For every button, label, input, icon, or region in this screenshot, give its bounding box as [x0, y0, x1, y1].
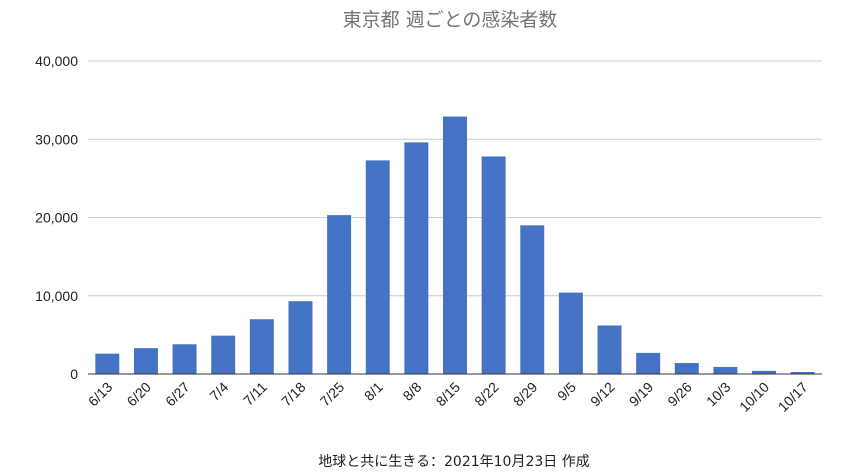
x-tick-label: 7/11: [240, 379, 270, 409]
x-tick-label: 9/12: [587, 379, 618, 410]
x-tick-label: 9/26: [664, 379, 695, 410]
x-axis-ticks: 6/13 6/20 6/27 7/4 7/11 7/18 7/25 8/1 8/8 8/15 8/2…: [85, 379, 811, 415]
x-tick-label: 9/19: [626, 379, 657, 410]
x-tick-label: 6/27: [162, 379, 193, 410]
y-tick-label: 10,000: [35, 288, 78, 304]
chart-title: 東京都 週ごとの感染者数: [343, 9, 558, 31]
x-tick-label: 8/29: [510, 379, 541, 410]
x-tick-label: 6/20: [123, 379, 154, 410]
x-tick-label: 9/5: [554, 379, 579, 404]
bar: [674, 363, 699, 374]
bar: [211, 335, 236, 374]
y-tick-label: 0: [70, 366, 78, 382]
bar: [558, 292, 583, 374]
x-tick-label: 8/22: [471, 379, 502, 410]
bar: [443, 116, 467, 375]
bar: [752, 370, 777, 374]
x-tick-label: 7/4: [206, 379, 231, 404]
bar: [520, 225, 545, 374]
bar: [95, 353, 120, 374]
bar: [365, 160, 390, 374]
bar: [790, 372, 815, 374]
x-tick-label: 8/8: [399, 379, 424, 404]
bar: [288, 301, 313, 374]
bar: [404, 142, 429, 374]
x-tick-label: 8/1: [361, 379, 386, 404]
x-tick-label: 8/15: [433, 379, 464, 410]
bar: [249, 319, 274, 374]
bar: [481, 156, 506, 374]
bar: [172, 344, 197, 374]
bar: [133, 348, 158, 374]
x-tick-label: 10/3: [703, 379, 734, 410]
chart-caption: 地球と共に生きる：2021年10月23日 作成: [318, 454, 589, 470]
bar: [327, 215, 352, 374]
bar: [713, 366, 738, 374]
x-tick-label: 10/10: [736, 379, 772, 415]
y-axis-ticks: 0 10,000 20,000 30,000 40,000: [35, 53, 78, 382]
y-tick-label: 40,000: [35, 53, 78, 69]
bar: [597, 325, 622, 374]
x-tick-label: 10/17: [775, 379, 811, 415]
y-tick-label: 30,000: [35, 131, 78, 147]
y-tick-label: 20,000: [35, 210, 78, 226]
bars: [95, 116, 815, 375]
x-tick-label: 7/18: [278, 379, 309, 410]
bar: [636, 352, 661, 374]
x-tick-label: 6/13: [85, 379, 116, 410]
x-tick-label: 7/25: [317, 379, 348, 410]
